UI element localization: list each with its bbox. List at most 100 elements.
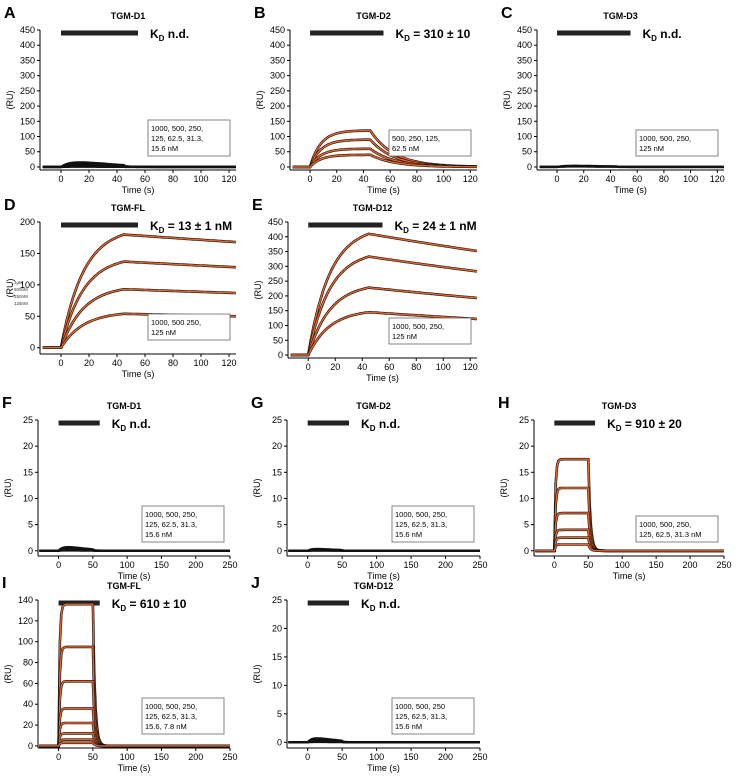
concentration-box <box>391 697 475 735</box>
legend-small-label: 1µM <box>14 280 23 285</box>
x-tick-label: 50 <box>337 752 347 762</box>
fit-line <box>42 233 237 349</box>
y-tick-label: 150 <box>270 116 285 126</box>
fit-line <box>292 154 477 168</box>
y-tick-label: 250 <box>270 86 285 96</box>
panel-letter: G <box>251 395 263 412</box>
y-tick-label: 300 <box>270 71 285 81</box>
y-tick-label: 5 <box>277 520 282 530</box>
y-tick-label: 400 <box>270 40 285 50</box>
x-tick-label: 150 <box>649 560 664 570</box>
y-tick-label: 120 <box>18 616 33 626</box>
legend-small-label: 500nM <box>14 287 28 292</box>
concentration-box <box>147 119 231 157</box>
x-tick-label: 20 <box>84 358 94 368</box>
y-tick-label: 80 <box>23 658 33 668</box>
panel-d: D TGM-FL KD = 13 ± 1 nM 0 50 100 150 200 0 20 40 60… <box>4 197 237 379</box>
panel-letter: C <box>501 5 513 22</box>
panel-letter: I <box>2 575 6 592</box>
fit-line <box>290 286 478 356</box>
concentration-text: 125 nM <box>151 328 176 337</box>
y-tick-label: 100 <box>18 637 33 647</box>
concentration-text: 125, 62.5, 31.3, <box>145 520 197 529</box>
y-axis-label: (RU) <box>252 665 262 684</box>
x-tick-label: 0 <box>58 358 63 368</box>
y-axis-label: (RU) <box>502 91 512 110</box>
y-tick-label: 20 <box>272 441 282 451</box>
panel-letter: A <box>4 5 16 22</box>
concentration-text: 1000, 500, 250, <box>145 702 197 711</box>
fit-line <box>290 233 478 356</box>
y-tick-label: 15 <box>272 652 282 662</box>
y-tick-label: 0 <box>280 162 285 172</box>
y-tick-label: 0 <box>277 546 282 556</box>
x-tick-label: 120 <box>463 174 478 184</box>
concentration-text: 125, 62.5, 31.3, <box>151 134 203 143</box>
panel-letter: B <box>254 5 266 22</box>
x-tick-label: 120 <box>221 174 236 184</box>
y-tick-label: 150 <box>268 306 283 316</box>
y-tick-label: 50 <box>273 335 283 345</box>
y-tick-label: 0 <box>524 546 529 556</box>
x-tick-label: 20 <box>332 174 342 184</box>
x-tick-label: 200 <box>438 752 453 762</box>
panel-title: TGM-D1 <box>111 11 146 21</box>
x-tick-label: 100 <box>683 174 698 184</box>
x-tick-label: 250 <box>472 752 487 762</box>
y-axis-label: (RU) <box>252 479 262 498</box>
concentration-text: 1000, 500, 250, <box>145 510 197 519</box>
x-tick-label: 80 <box>659 174 669 184</box>
y-tick-label: 25 <box>519 415 529 425</box>
y-tick-label: 25 <box>23 415 33 425</box>
y-axis-label: (RU) <box>253 281 263 300</box>
panel-title: TGM-D1 <box>107 401 142 411</box>
concentration-text: 125 nM <box>392 332 417 341</box>
x-tick-label: 80 <box>411 362 421 372</box>
y-tick-label: 0 <box>30 162 35 172</box>
panel-title: TGM-FL <box>111 203 145 213</box>
x-tick-label: 40 <box>357 362 367 372</box>
y-tick-label: 300 <box>268 261 283 271</box>
concentration-text: 1000, 500, 250, <box>639 134 691 143</box>
y-tick-label: 200 <box>20 217 35 227</box>
x-tick-label: 40 <box>112 174 122 184</box>
x-tick-label: 40 <box>358 174 368 184</box>
x-tick-label: 60 <box>140 358 150 368</box>
y-tick-label: 5 <box>524 520 529 530</box>
y-tick-label: 150 <box>517 116 532 126</box>
x-tick-label: 60 <box>632 174 642 184</box>
x-tick-label: 0 <box>308 174 313 184</box>
x-tick-label: 80 <box>168 358 178 368</box>
x-tick-label: 50 <box>88 560 98 570</box>
y-tick-label: 50 <box>522 147 532 157</box>
y-tick-label: 350 <box>20 55 35 65</box>
x-tick-label: 50 <box>337 560 347 570</box>
x-axis-label: Time (s) <box>366 373 399 383</box>
y-tick-label: 0 <box>277 737 282 747</box>
panel-title: TGM-D3 <box>603 11 638 21</box>
y-tick-label: 10 <box>23 493 33 503</box>
concentration-box <box>635 515 719 543</box>
y-tick-label: 200 <box>270 101 285 111</box>
panel-title: TGM-FL <box>107 581 141 591</box>
concentration-text: 1000, 500, 250 <box>395 702 445 711</box>
x-tick-label: 100 <box>193 358 208 368</box>
concentration-text: 15.6 nM <box>395 530 422 539</box>
x-tick-label: 250 <box>716 560 731 570</box>
x-tick-label: 100 <box>120 560 135 570</box>
x-tick-label: 250 <box>222 752 237 762</box>
kd-label: KD n.d. <box>112 417 151 433</box>
y-axis-label: (RU) <box>5 279 15 298</box>
x-tick-label: 250 <box>472 560 487 570</box>
concentration-box <box>141 505 225 543</box>
concentration-box <box>147 313 231 341</box>
panel-title: TGM-D12 <box>353 203 393 213</box>
x-tick-label: 200 <box>188 560 203 570</box>
y-tick-label: 200 <box>517 101 532 111</box>
panel-title: TGM-D3 <box>602 401 637 411</box>
